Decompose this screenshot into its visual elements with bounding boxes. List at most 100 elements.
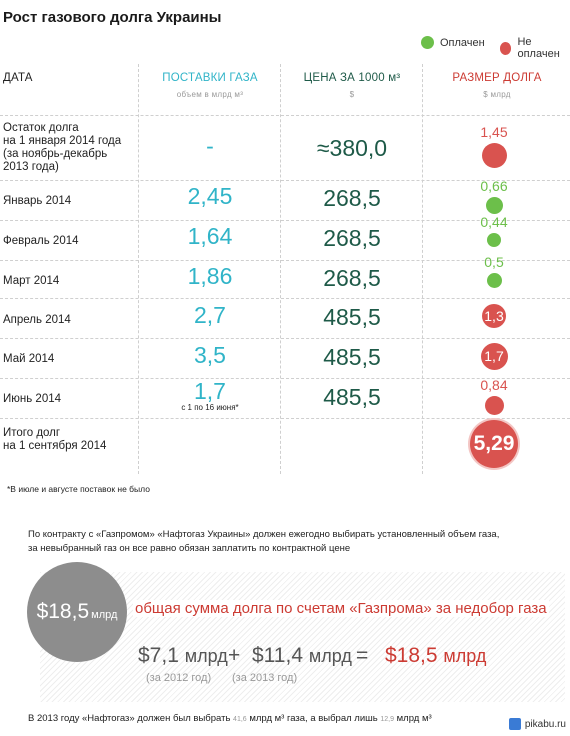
gas-value: 1,7 xyxy=(194,378,226,404)
row-label-line: Итого долг xyxy=(3,427,61,439)
column-divider xyxy=(138,64,139,474)
gas-value: 2,7 xyxy=(194,302,226,328)
row-label-june: Июнь 2014 xyxy=(3,393,62,405)
legend-paid: Оплачен xyxy=(421,36,485,49)
gas-note: с 1 по 16 июня* xyxy=(181,403,239,412)
row-label-total: Итого долг на 1 сентября 2014 xyxy=(3,427,106,453)
debt-bubble-paid xyxy=(487,233,501,247)
header-gas-label: ПОСТАВКИ ГАЗА xyxy=(162,72,258,84)
header-price-sub: $ xyxy=(349,90,355,99)
debt-value-label: 0,84 xyxy=(480,376,508,393)
contract-line: По контракту с «Газпромом» «Нафтогаз Укр… xyxy=(28,529,500,540)
row-label-line: 2013 года) xyxy=(3,161,59,173)
row-divider xyxy=(0,418,570,419)
header-gas: ПОСТАВКИ ГАЗА объем в млрд м³ xyxy=(140,72,280,99)
gas-value: 3,5 xyxy=(194,342,226,368)
bottom-v1: 41,6 xyxy=(233,716,247,723)
debt-value-label: 0,5 xyxy=(484,253,504,270)
header-gas-sub: объем в млрд м³ xyxy=(176,90,244,99)
row-divider xyxy=(0,260,570,261)
price-value: 268,5 xyxy=(323,185,381,211)
gas-value: 1,64 xyxy=(187,223,233,249)
result-unit: млрд xyxy=(443,646,487,666)
total-amount: $18,5 xyxy=(36,600,90,623)
equation-result: $18,5 млрд xyxy=(385,644,486,668)
contract-text: По контракту с «Газпромом» «Нафтогаз Укр… xyxy=(28,528,499,556)
equation-part1: $7,1 млрд xyxy=(138,644,228,668)
contract-line: за невыбранный газ он все равно обязан з… xyxy=(28,543,351,554)
row-divider xyxy=(0,338,570,339)
row-divider xyxy=(0,220,570,221)
pikabu-logo-icon xyxy=(508,718,521,730)
part1-value: $7,1 xyxy=(138,644,179,667)
row-divider xyxy=(0,180,570,181)
row-label-line: на 1 сентября 2014 xyxy=(3,440,107,452)
row-label-april: Апрель 2014 xyxy=(3,314,71,326)
equation-plus: + xyxy=(228,644,241,667)
watermark: pikabu.ru xyxy=(508,718,566,730)
total-circle: $18,5 млрд xyxy=(27,562,127,662)
gas-value: - xyxy=(206,133,214,159)
bottom-mid: млрд м³ газа, а выбрал лишь xyxy=(249,713,378,724)
header-price-label: ЦЕНА ЗА 1000 м³ xyxy=(303,72,401,84)
column-divider xyxy=(280,64,281,474)
column-divider xyxy=(422,64,423,474)
price-value: ≈380,0 xyxy=(316,135,388,161)
debt-value-label: 0,44 xyxy=(480,214,508,230)
footnote: *В июле и августе поставок не было xyxy=(7,484,150,494)
page-title: Рост газового долга Украины xyxy=(3,9,222,26)
price-value: 485,5 xyxy=(323,384,381,410)
row-label-march: Март 2014 xyxy=(3,275,60,287)
header-debt-label: РАЗМЕР ДОЛГА xyxy=(452,72,542,84)
part2-value: $11,4 xyxy=(252,644,303,667)
row-label-line: (за ноябрь-декабрь xyxy=(3,148,108,160)
legend-paid-label: Оплачен xyxy=(440,36,485,49)
year-2013: (за 2013 год) xyxy=(232,672,298,684)
hatched-panel xyxy=(40,572,565,702)
legend-unpaid-label: Не оплачен xyxy=(517,36,560,60)
total-unit: млрд xyxy=(91,609,118,621)
price-value: 268,5 xyxy=(323,225,381,251)
watermark-text: pikabu.ru xyxy=(524,718,566,730)
price-value: 485,5 xyxy=(323,304,381,330)
row-label-january: Январь 2014 xyxy=(3,195,72,207)
bottom-prefix: В 2013 году «Нафтогаз» должен был выбрат… xyxy=(28,713,231,724)
price-value: 268,5 xyxy=(323,265,381,291)
row-divider xyxy=(0,115,570,116)
header-date: ДАТА xyxy=(3,72,33,84)
bottom-v2: 12,9 xyxy=(380,716,394,723)
debt-bubble-unpaid: 5,29 xyxy=(470,420,518,468)
debt-bubble-unpaid: 1,3 xyxy=(482,304,506,328)
row-divider xyxy=(0,378,570,379)
header-debt: РАЗМЕР ДОЛГА $ млрд xyxy=(424,72,570,99)
row-divider xyxy=(0,298,570,299)
debt-bubble-unpaid xyxy=(481,142,507,168)
result-value: $18,5 xyxy=(385,644,438,667)
debt-value-label: 0,66 xyxy=(480,177,508,194)
total-description: общая сумма долга по счетам «Газпрома» з… xyxy=(133,600,549,617)
gas-value: 1,86 xyxy=(187,263,233,289)
bottom-note: В 2013 году «Нафтогаз» должен был выбрат… xyxy=(28,713,432,724)
row-label-balance: Остаток долга на 1 января 2014 года (за … xyxy=(3,122,121,174)
bottom-suffix: млрд м³ xyxy=(396,713,432,724)
part2-unit: млрд xyxy=(308,646,352,666)
paid-dot-icon xyxy=(421,36,434,49)
header-debt-sub: $ млрд xyxy=(483,90,511,99)
debt-value-label: 1,45 xyxy=(480,123,508,140)
part1-unit: млрд xyxy=(184,646,228,666)
debt-bubble-unpaid xyxy=(484,395,504,415)
price-value: 485,5 xyxy=(323,344,381,370)
gas-value: 2,45 xyxy=(187,183,233,209)
legend-unpaid: Не оплачен xyxy=(500,36,570,60)
year-2012: (за 2012 год) xyxy=(146,672,212,684)
row-label-may: Май 2014 xyxy=(3,353,55,365)
row-label-line: Остаток долга xyxy=(3,122,79,134)
equation-part2: $11,4 млрд xyxy=(252,644,352,668)
debt-bubble-paid xyxy=(485,196,503,214)
debt-bubble-paid xyxy=(486,272,502,288)
unpaid-dot-icon xyxy=(500,41,512,55)
row-label-line: на 1 января 2014 года xyxy=(3,135,122,147)
debt-bubble-unpaid: 1,7 xyxy=(480,342,508,370)
row-label-february: Февраль 2014 xyxy=(3,235,79,247)
equation-equals: = xyxy=(356,644,369,667)
